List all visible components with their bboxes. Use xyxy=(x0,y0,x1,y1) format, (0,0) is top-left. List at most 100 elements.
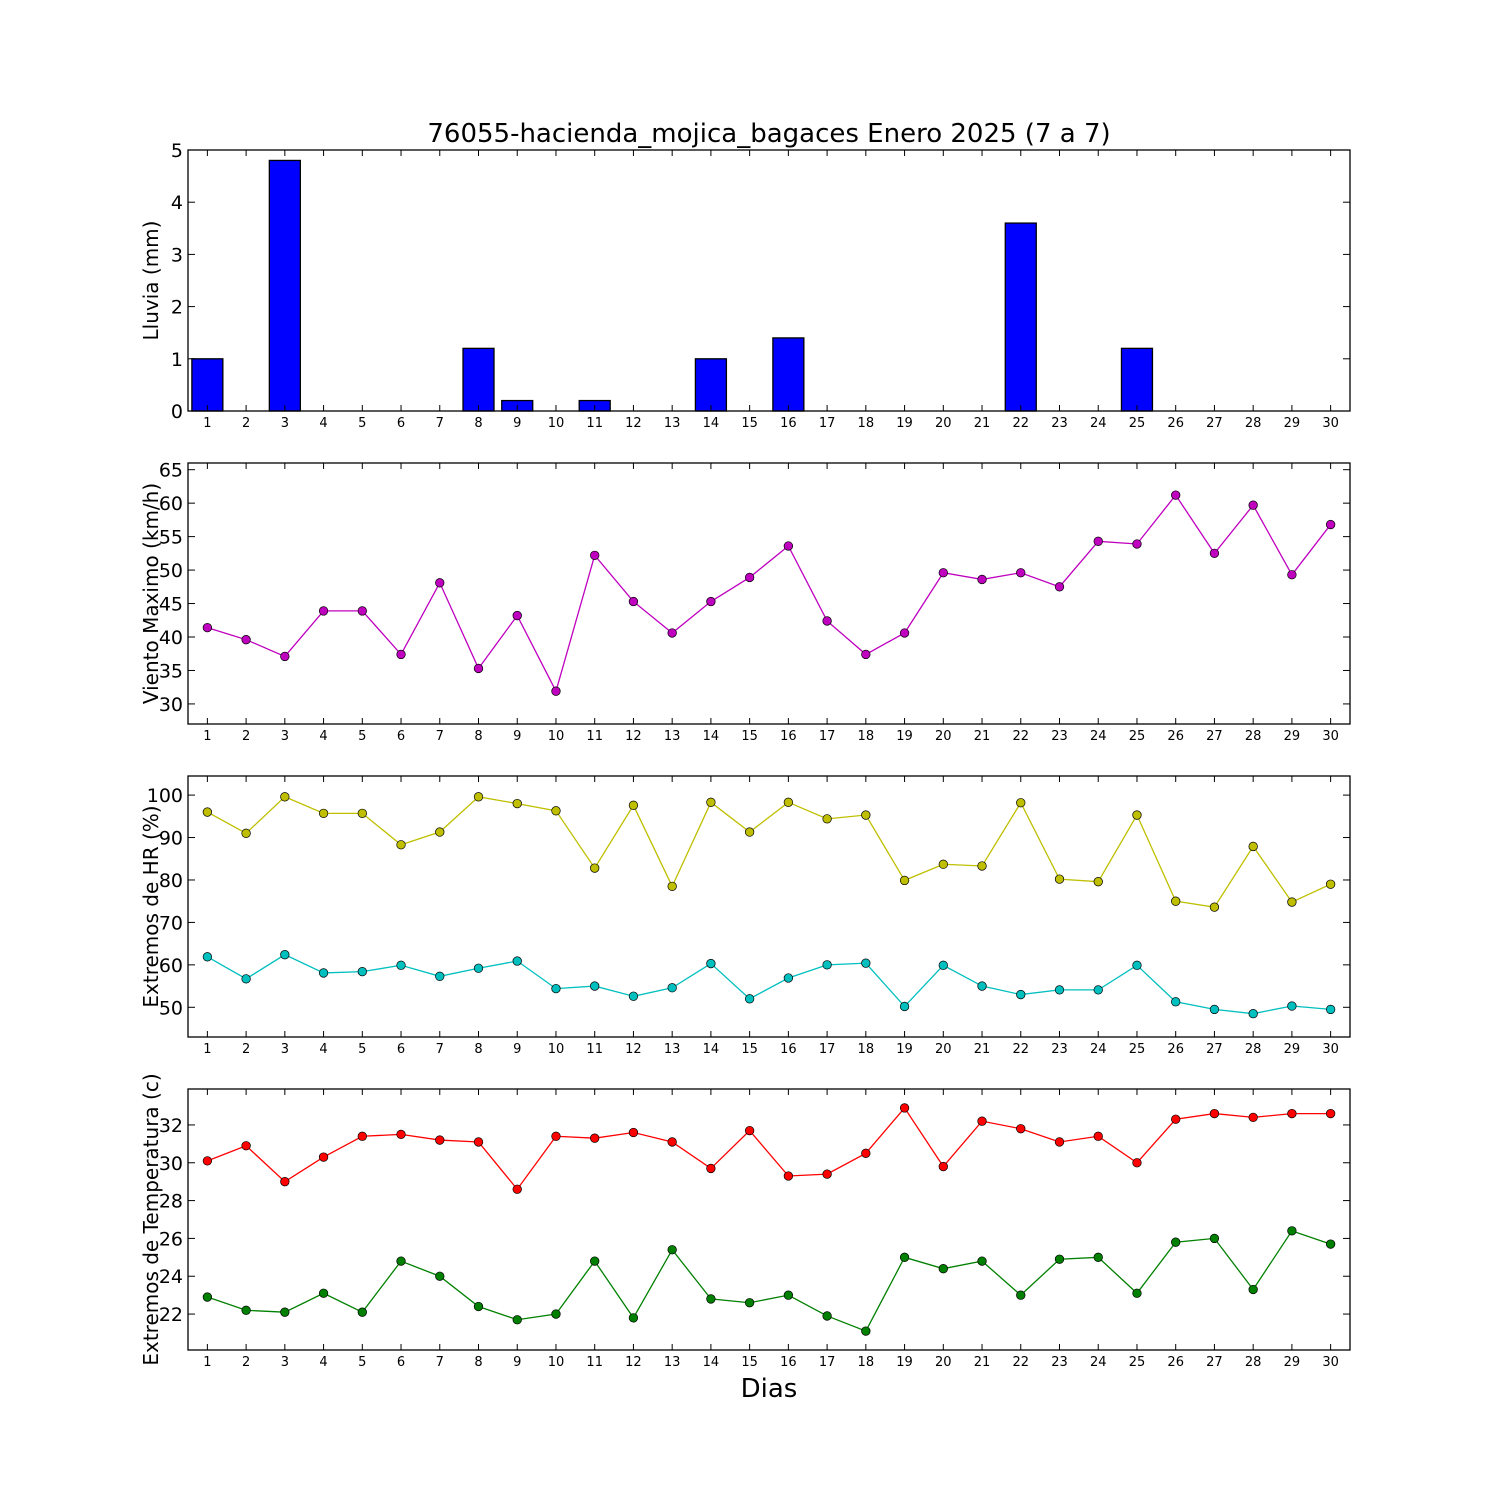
data-point xyxy=(396,1256,406,1266)
data-point xyxy=(744,1125,755,1136)
data-point xyxy=(357,1307,367,1317)
data-point xyxy=(280,792,290,802)
x-tick-label: 12 xyxy=(625,416,642,431)
data-point xyxy=(1016,1290,1026,1300)
x-tick-label: 2 xyxy=(242,729,250,744)
bar xyxy=(268,159,301,412)
series-1 xyxy=(202,1103,1336,1194)
x-tick-label: 6 xyxy=(397,729,405,744)
x-tick-label: 26 xyxy=(1167,729,1184,744)
x-tick-label: 22 xyxy=(1012,1042,1029,1057)
data-point xyxy=(551,1131,561,1141)
data-point xyxy=(1325,879,1336,889)
data-point xyxy=(473,1137,484,1147)
data-point xyxy=(706,1163,716,1174)
data-point xyxy=(435,1135,445,1145)
y-axis-title: Viento Maximo (km/h) xyxy=(139,483,163,704)
x-tick-label: 15 xyxy=(741,729,758,744)
y-tick-label: 24 xyxy=(159,1266,183,1288)
y-tick-label: 26 xyxy=(159,1228,183,1250)
data-point xyxy=(1209,1108,1220,1119)
data-point xyxy=(551,686,561,696)
y-tick-label: 80 xyxy=(159,870,183,892)
data-point xyxy=(744,572,755,583)
data-point xyxy=(202,1156,213,1166)
series-1 xyxy=(202,792,1336,912)
x-tick-label: 19 xyxy=(896,729,913,744)
data-point xyxy=(783,973,794,983)
data-point xyxy=(706,596,716,607)
data-point xyxy=(202,807,213,817)
data-point xyxy=(938,1161,948,1172)
data-point xyxy=(977,981,987,991)
data-point xyxy=(1132,539,1142,549)
x-tick-label: 15 xyxy=(741,1355,758,1370)
x-tick-label: 11 xyxy=(586,1355,603,1370)
y-tick-label: 2 xyxy=(171,297,183,319)
data-point xyxy=(822,1169,832,1179)
data-point xyxy=(318,606,329,616)
y-tick-label: 32 xyxy=(159,1115,183,1137)
data-point xyxy=(822,1311,832,1321)
x-tick-label: 5 xyxy=(358,416,366,431)
series-line xyxy=(207,1106,1331,1191)
x-tick-label: 16 xyxy=(780,1355,797,1370)
x-tick-label: 2 xyxy=(242,416,250,431)
y-tick-label: 5 xyxy=(171,140,183,162)
x-tick-label: 8 xyxy=(474,416,482,431)
x-tick-label: 30 xyxy=(1322,729,1339,744)
data-point xyxy=(1325,519,1336,530)
data-point xyxy=(1209,1233,1220,1244)
data-point xyxy=(318,968,329,978)
x-tick-label: 5 xyxy=(358,1042,366,1057)
x-tick-label: 12 xyxy=(625,1355,642,1370)
x-tick-label: 24 xyxy=(1090,416,1107,431)
x-tick-label: 14 xyxy=(703,416,720,431)
data-point xyxy=(899,628,910,638)
data-point xyxy=(744,994,755,1004)
x-tick-label: 25 xyxy=(1129,416,1146,431)
data-point xyxy=(202,1292,213,1302)
bar xyxy=(191,358,224,412)
data-point xyxy=(318,1152,329,1162)
x-tick-label: 1 xyxy=(203,729,211,744)
x-tick-label: 13 xyxy=(664,416,681,431)
x-tick-label: 19 xyxy=(896,1355,913,1370)
data-point xyxy=(861,1326,871,1336)
data-point xyxy=(590,863,600,873)
x-tick-label: 14 xyxy=(703,1355,720,1370)
x-tick-label: 17 xyxy=(819,1042,836,1057)
x-tick-label: 8 xyxy=(474,1042,482,1057)
x-tick-label: 14 xyxy=(703,729,720,744)
x-tick-label: 13 xyxy=(664,1042,681,1057)
data-point xyxy=(280,1307,290,1317)
x-tick-label: 11 xyxy=(586,1042,603,1057)
data-point xyxy=(1209,1004,1220,1015)
data-point xyxy=(241,635,251,645)
data-point xyxy=(1287,1108,1297,1119)
data-point xyxy=(280,1177,290,1187)
x-tick-label: 10 xyxy=(548,416,565,431)
data-point xyxy=(318,808,329,818)
panel-3: 1 2 3 4 5 6 7 8 9 10 11 12 13 14 15 16 17 18 19 20 21 22 23 24 2… xyxy=(139,775,1351,1057)
data-point xyxy=(1016,1124,1026,1134)
x-tick-label: 28 xyxy=(1245,1355,1262,1370)
data-point xyxy=(1287,1001,1297,1011)
x-tick-label: 24 xyxy=(1090,729,1107,744)
data-point xyxy=(318,1288,329,1298)
data-point xyxy=(1093,985,1103,995)
y-tick-label: 70 xyxy=(159,912,183,934)
x-tick-label: 11 xyxy=(586,729,603,744)
x-tick-label: 20 xyxy=(935,729,952,744)
data-point xyxy=(1093,877,1103,887)
data-point xyxy=(1093,536,1103,546)
x-tick-label: 9 xyxy=(513,416,521,431)
series-line xyxy=(207,1230,1331,1332)
bar xyxy=(1004,222,1037,412)
data-point xyxy=(241,1305,251,1315)
y-tick-label: 3 xyxy=(171,244,183,266)
x-tick-label: 12 xyxy=(625,729,642,744)
data-point xyxy=(1132,1288,1142,1298)
data-point xyxy=(357,808,367,818)
